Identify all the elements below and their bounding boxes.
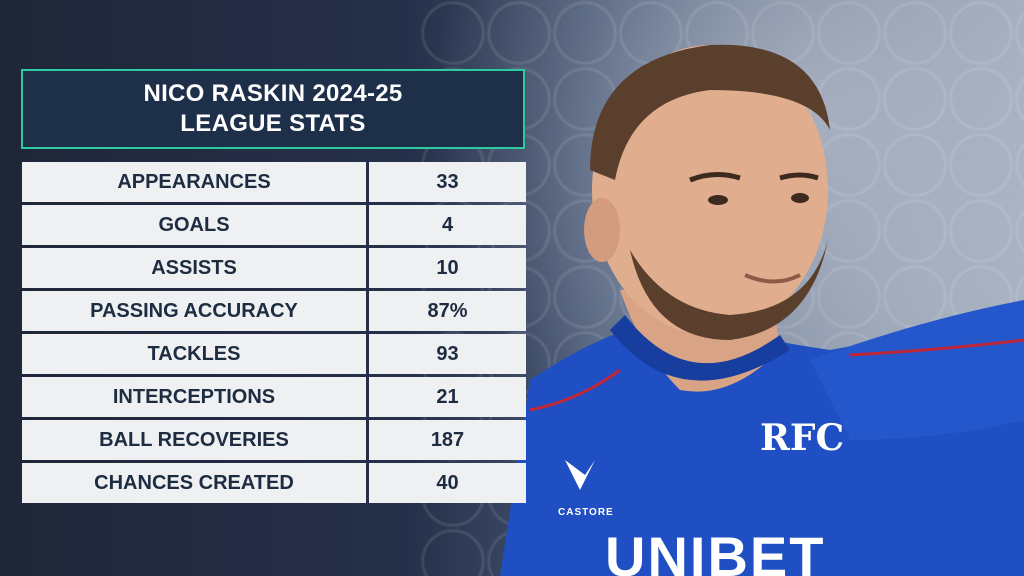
- stat-row-interceptions: INTERCEPTIONS 21: [22, 377, 526, 417]
- stat-row-assists: ASSISTS 10: [22, 248, 526, 288]
- title-line-2: LEAGUE STATS: [180, 110, 366, 137]
- stat-value: 87%: [369, 291, 526, 331]
- crest-logo: RFC: [760, 417, 844, 459]
- stat-row-ball-recoveries: BALL RECOVERIES 187: [22, 420, 526, 460]
- stat-label: TACKLES: [22, 334, 366, 374]
- svg-text:CASTORE: CASTORE: [558, 507, 614, 518]
- stat-row-appearances: APPEARANCES 33: [22, 162, 526, 202]
- stat-label: GOALS: [22, 205, 366, 245]
- stat-value: 187: [369, 420, 526, 460]
- stat-row-tackles: TACKLES 93: [22, 334, 526, 374]
- stats-table: APPEARANCES 33 GOALS 4 ASSISTS 10 PASSIN…: [22, 162, 526, 506]
- stat-row-chances-created: CHANCES CREATED 40: [22, 463, 526, 503]
- stat-label: CHANCES CREATED: [22, 463, 366, 503]
- title-box: NICO RASKIN 2024-25 LEAGUE STATS: [21, 69, 525, 149]
- title-line-1: NICO RASKIN 2024-25: [143, 80, 403, 107]
- stat-value: 4: [369, 205, 526, 245]
- player-photo: RFC CASTORE UNIBET: [500, 44, 1024, 576]
- stat-label: APPEARANCES: [22, 162, 366, 202]
- stat-label: BALL RECOVERIES: [22, 420, 366, 460]
- stat-label: INTERCEPTIONS: [22, 377, 366, 417]
- stat-value: 10: [369, 248, 526, 288]
- stat-label: ASSISTS: [22, 248, 366, 288]
- stat-row-passing-accuracy: PASSING ACCURACY 87%: [22, 291, 526, 331]
- stat-value: 93: [369, 334, 526, 374]
- svg-text:UNIBET: UNIBET: [605, 525, 825, 576]
- stat-value: 40: [369, 463, 526, 503]
- stat-value: 21: [369, 377, 526, 417]
- stat-label: PASSING ACCURACY: [22, 291, 366, 331]
- stat-value: 33: [369, 162, 526, 202]
- stat-row-goals: GOALS 4: [22, 205, 526, 245]
